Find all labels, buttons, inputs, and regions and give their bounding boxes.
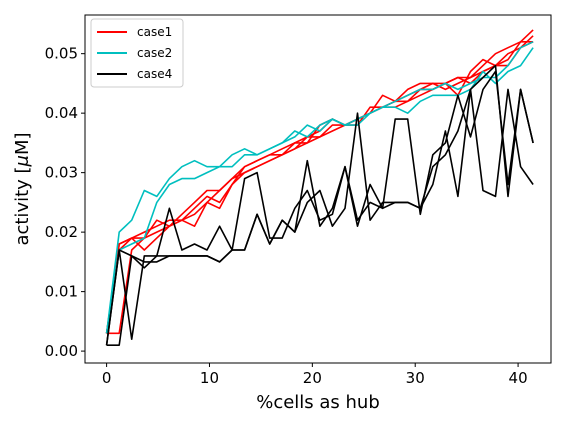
series-layer: [105, 29, 534, 347]
y-axis-label-mu: μ: [12, 155, 33, 167]
legend-label-case1: case1: [137, 25, 172, 39]
legend-label-case2: case2: [137, 46, 172, 60]
series-line-case4-8: [105, 70, 534, 346]
y-tick-label: 0.04: [45, 104, 78, 122]
series-line-case4-7: [106, 88, 534, 347]
plot-frame: [84, 14, 552, 364]
y-axis-label: activity [μM]: [12, 132, 33, 245]
x-axis: 0 10 20 30 40: [102, 363, 528, 387]
y-tick-label: 0.01: [45, 283, 78, 301]
series-line-case2-5: [105, 47, 534, 334]
x-tick-label: 30: [406, 369, 425, 387]
x-tick-label: 0: [102, 369, 112, 387]
series-line-case1-2: [105, 29, 534, 334]
series-line-case2-6: [105, 41, 534, 334]
x-axis-label: %cells as hub: [256, 392, 380, 413]
series-line-case4-9: [105, 64, 534, 346]
legend-box: [90, 18, 184, 88]
y-axis-label-unit: M]: [12, 132, 33, 155]
y-tick-label: 0.03: [45, 164, 78, 182]
x-tick-label: 20: [303, 369, 322, 387]
x-tick-label: 10: [200, 369, 219, 387]
legend-label-case4: case4: [137, 67, 172, 81]
y-axis-label-prefix: activity [: [12, 166, 33, 245]
y-tick-label: 0.02: [45, 223, 78, 241]
y-axis: 0.00 0.01 0.02 0.03 0.04 0.05: [45, 45, 85, 360]
x-tick-label: 40: [509, 369, 528, 387]
y-tick-label: 0.05: [45, 45, 78, 63]
legend: case1 case2 case4: [90, 18, 184, 88]
y-tick-label: 0.00: [45, 342, 78, 360]
